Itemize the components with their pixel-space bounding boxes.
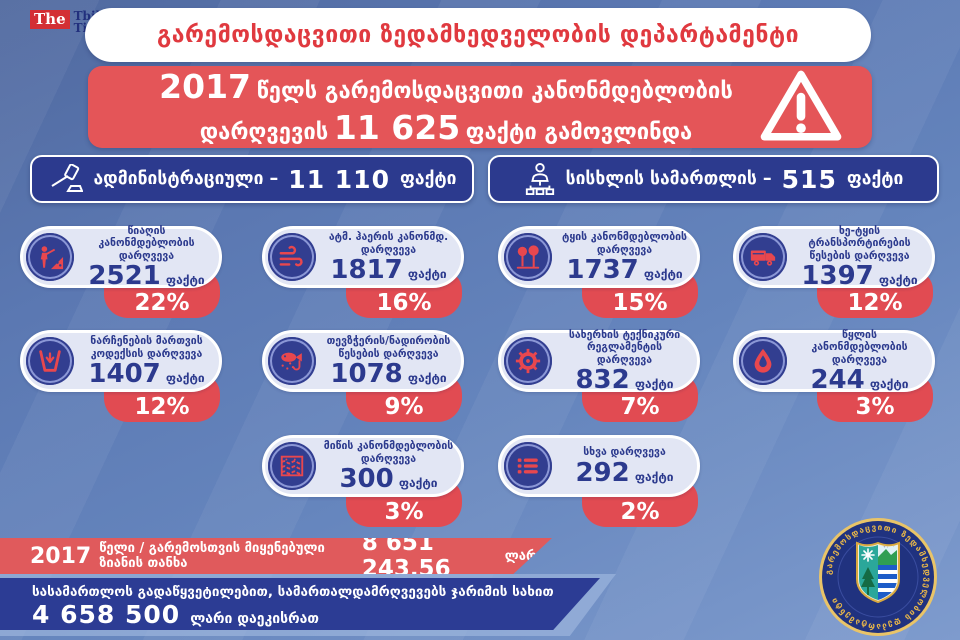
alert-line1: წელს გარემოსდაცვითი კანონმდებლობის: [256, 78, 733, 104]
stat-card-water: 3% წყლის კანონმდებლობის დარღვევა 244 ფაქ…: [733, 329, 935, 422]
alert-banner: 2017 წელს გარემოსდაცვითი კანონმდებლობის …: [88, 66, 872, 148]
damage-ribbon: 2017 წელი / გარემოსთვის მიყენებული ზიანი…: [0, 538, 552, 574]
card-unit: ფაქტი: [878, 272, 918, 287]
card-value: 1407: [88, 358, 161, 389]
administrative-unit: ფაქტი: [399, 169, 457, 189]
card-value: 244: [810, 364, 865, 395]
damage-amount: 8 651 243,56: [361, 530, 451, 582]
waste-icon: [26, 337, 74, 385]
card-value: 1078: [330, 358, 403, 389]
other-icon: [504, 442, 552, 490]
criminal-banner: სისხლის სამართლის – 515 ფაქტი: [488, 155, 939, 203]
card-unit: ფაქტი: [643, 266, 683, 281]
card-label: წყლის კანონმდებლობის დარღვევა: [811, 329, 908, 366]
gavel-icon: [51, 164, 84, 192]
card-unit: ფაქტი: [165, 272, 205, 287]
stat-card-other: 2% სხვა დარღვევა 292 ფაქტი: [498, 435, 700, 527]
administrative-banner: ადმინისტრაციული – 11 110 ფაქტი: [30, 155, 474, 203]
stat-card-sawmill: 7% სახერხის ტექნიკური რეგლამენტის დარღვე…: [498, 329, 700, 422]
water-icon: [739, 337, 787, 385]
card-value: 1817: [330, 254, 403, 285]
damage-year: 2017: [30, 543, 92, 569]
air-icon: [268, 233, 316, 281]
sawmill-icon: [504, 337, 552, 385]
card-value: 292: [575, 457, 630, 488]
card-value: 2521: [88, 260, 161, 291]
card-value: 1397: [801, 260, 874, 291]
forest-icon: [504, 233, 552, 281]
damage-label: წელი / გარემოსთვის მიყენებული ზიანის თან…: [99, 541, 325, 571]
stat-card-timber-transport: 12% ხე-ტყის ტრანსპორტირების წესების დარღ…: [733, 225, 935, 318]
card-label: სახერხის ტექნიკური რეგლამენტის დარღვევა: [568, 329, 681, 366]
stat-card-mining: 22% წიაღის კანონმდებლობის დარღვევა 2521 …: [20, 225, 222, 318]
alert-line2-suffix: ფაქტი გამოვლინდა: [465, 120, 693, 145]
card-label: მიწის კანონმდებლობის დარღვევა: [323, 440, 454, 465]
stat-card-air: 16% ატმ. ჰაერის კანონმდ. დარღვევა 1817 ფ…: [262, 226, 464, 318]
card-label: სხვა დარღვევა: [583, 446, 666, 459]
damage-currency: ლარი: [504, 548, 544, 564]
card-value: 1737: [566, 254, 639, 285]
card-value: 300: [339, 463, 394, 494]
fines-amount: 4 658 500: [32, 600, 181, 629]
fines-suffix: ლარი დაეკისრათ: [190, 611, 319, 627]
card-label: ნარჩენების მართვის კოდექსის დარღვევა: [90, 335, 203, 360]
card-unit: ფაქტი: [398, 475, 438, 490]
card-value: 832: [575, 364, 630, 395]
stat-card-land: 3% მიწის კანონმდებლობის დარღვევა 300 ფაქ…: [262, 435, 464, 527]
administrative-value: 11 110: [288, 164, 390, 194]
criminal-value: 515: [781, 164, 837, 194]
judge-icon: [525, 163, 554, 195]
timber-transport-icon: [739, 233, 787, 281]
card-unit: ფაქტი: [869, 376, 909, 391]
alert-text: 2017 წელს გარემოსდაცვითი კანონმდებლობის …: [88, 66, 758, 149]
criminal-label: სისხლის სამართლის –: [565, 169, 772, 189]
card-label: თევზჭერის/ნადირობის წესების დარღვევა: [326, 335, 451, 360]
fines-line1: სასამართლოს გადაწყვეტილებით, სამართალდამ…: [32, 584, 554, 600]
fishing-icon: [268, 337, 316, 385]
card-unit: ფაქტი: [407, 370, 447, 385]
page-title: გარემოსდაცვითი ზედამხედველობის დეპარტამე…: [156, 22, 800, 48]
card-label: ატმ. ჰაერის კანონმდ. დარღვევა: [328, 231, 449, 256]
warning-icon: [760, 70, 842, 141]
mining-icon: [26, 233, 74, 281]
land-icon: [268, 442, 316, 490]
alert-year: 2017: [159, 66, 252, 106]
card-label: ტყის კანონმდებლობის დარღვევა: [561, 231, 688, 256]
alert-total: 11 625: [333, 108, 461, 147]
criminal-unit: ფაქტი: [846, 169, 904, 189]
department-emblem: გარემოსდაცვითი ზედამხედველობის დეპარტამე…: [819, 518, 937, 636]
page-title-banner: გარემოსდაცვითი ზედამხედველობის დეპარტამე…: [85, 8, 871, 62]
administrative-label: ადმინისტრაციული –: [93, 169, 279, 189]
card-unit: ფაქტი: [634, 376, 674, 391]
fines-ribbon: სასამართლოს გადაწყვეტილებით, სამართალდამ…: [0, 578, 600, 630]
logo-the: The: [30, 10, 70, 29]
card-label: ხე-ტყის ტრანსპორტირების წესების დარღვევა: [808, 225, 911, 262]
card-unit: ფაქტი: [407, 266, 447, 281]
stat-card-fishing: 9% თევზჭერის/ნადირობის წესების დარღვევა …: [262, 330, 464, 422]
card-unit: ფაქტი: [634, 469, 674, 484]
card-unit: ფაქტი: [165, 370, 205, 385]
stat-card-forest: 15% ტყის კანონმდებლობის დარღვევა 1737 ფა…: [498, 226, 700, 318]
card-label: წიაღის კანონმდებლობის დარღვევა: [98, 225, 195, 262]
alert-line2-prefix: დარღვევის: [199, 120, 329, 145]
stat-card-waste: 12% ნარჩენების მართვის კოდექსის დარღვევა…: [20, 330, 222, 422]
